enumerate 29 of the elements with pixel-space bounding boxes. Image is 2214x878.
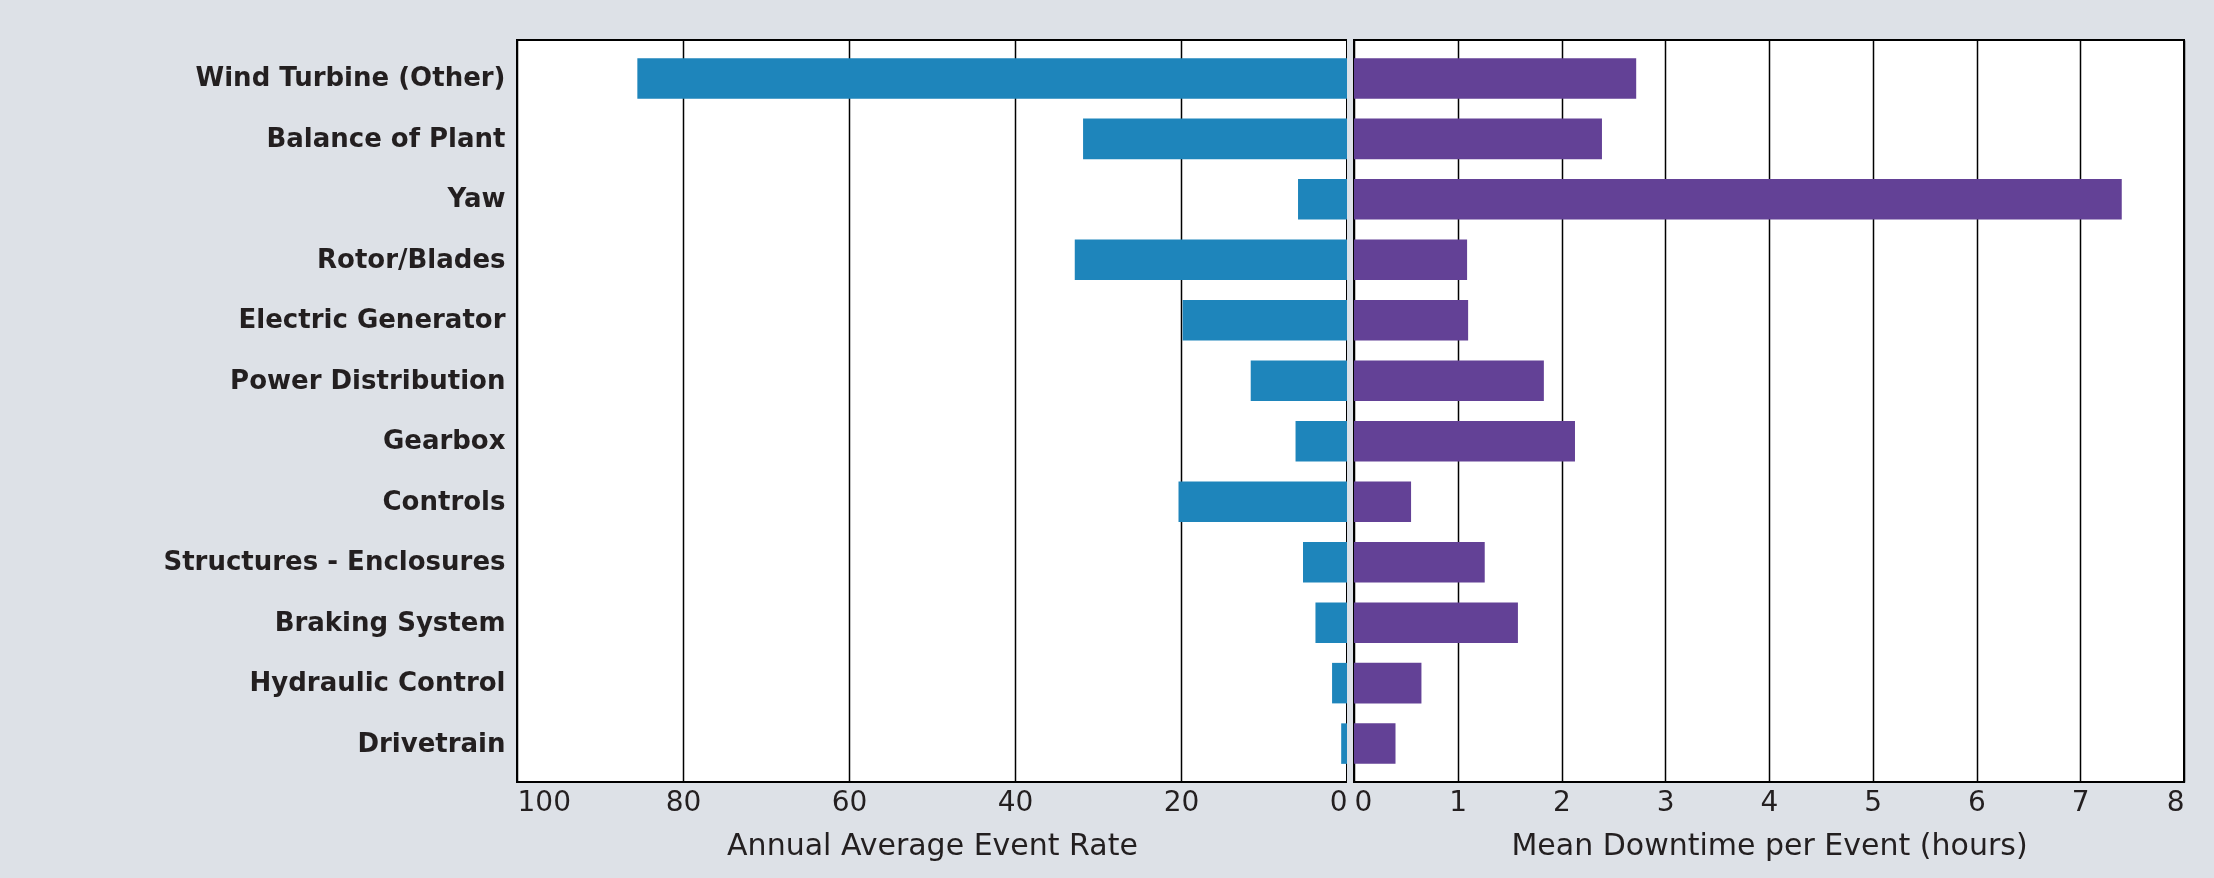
x-tick-label: 3 (1656, 784, 1675, 818)
x-axis-title: Mean Downtime per Event (hours) (1511, 826, 2028, 862)
y-tick-label: Structures - Enclosures (163, 546, 506, 577)
y-tick-label: Gearbox (382, 425, 506, 456)
x-tick-label: 5 (1864, 784, 1883, 818)
y-tick-label: Drivetrain (357, 727, 506, 758)
y-tick-label: Electric Generator (238, 304, 506, 335)
x-tick-label: 0 (1354, 784, 1373, 818)
y-tick-label: Controls (382, 485, 506, 516)
x-tick-label: 80 (665, 784, 702, 818)
x-tick-label: 7 (2071, 784, 2090, 818)
y-tick-label: Yaw (446, 183, 506, 214)
x-tick-label: 100 (517, 784, 571, 818)
x-tick-label: 40 (997, 784, 1034, 818)
y-tick-label: Balance of Plant (266, 122, 506, 153)
x-tick-label: 1 (1449, 784, 1468, 818)
y-tick-label: Power Distribution (230, 364, 506, 395)
x-tick-label: 60 (831, 784, 868, 818)
x-tick-label: 20 (1163, 784, 1200, 818)
y-tick-label: Rotor/Blades (317, 243, 506, 274)
x-tick-label: 6 (1968, 784, 1986, 818)
x-tick-label: 0 (1329, 784, 1348, 818)
x-axis-title: Annual Average Event Rate (727, 826, 1138, 862)
y-tick-label: Braking System (274, 606, 506, 637)
x-tick-label: 8 (2166, 784, 2185, 818)
y-tick-label: Hydraulic Control (249, 667, 506, 698)
x-tick-label: 4 (1760, 784, 1779, 818)
x-tick-label: 2 (1553, 784, 1571, 818)
y-tick-label: Wind Turbine (Other) (195, 62, 506, 93)
